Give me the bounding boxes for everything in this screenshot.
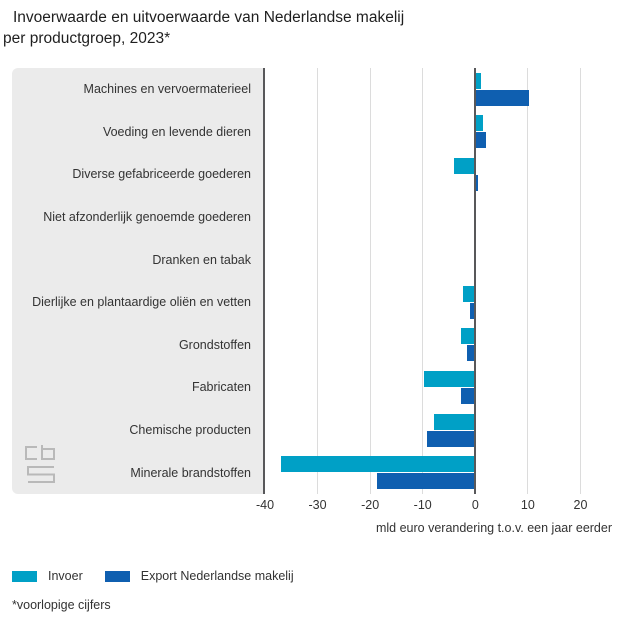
gridline [527, 68, 529, 494]
category-label: Niet afzonderlijk genoemde goederen [43, 209, 251, 224]
legend-label-invoer: Invoer [48, 569, 83, 583]
category-row: Diverse gefabriceerde goederen [12, 153, 612, 196]
category-row: Niet afzonderlijk genoemde goederen [12, 196, 612, 239]
bar-export [475, 89, 529, 106]
category-row: Dranken en tabak [12, 238, 612, 281]
category-row: Voeding en levende dieren [12, 111, 612, 154]
bar-invoer [462, 285, 476, 302]
bar-invoer [454, 157, 476, 174]
category-label: Grondstoffen [178, 337, 251, 352]
bar-export [461, 387, 476, 404]
category-row: Dierlijke en plantaardige oliën en vette… [12, 281, 612, 324]
bar-invoer [475, 115, 483, 132]
category-row: Machines en vervoermaterieel [12, 68, 612, 111]
legend-label-export: Export Nederlandse makelij [140, 569, 294, 583]
chart-figure: Machines en vervoermaterieel Voeding en l… [12, 68, 612, 494]
x-tick-label: -30 [308, 498, 327, 512]
cbs-logo [23, 443, 59, 490]
bar-invoer [424, 370, 476, 387]
x-tick-label: 0 [471, 498, 479, 512]
gridline [579, 68, 581, 494]
category-row: Grondstoffen [12, 324, 612, 367]
category-row: Minerale brandstoffen [12, 451, 612, 494]
x-tick-label: -20 [361, 498, 380, 512]
page-title-line1: Invoerwaarde en uitvoerwaarde van Nederl… [13, 9, 405, 26]
bar-export [470, 302, 476, 319]
category-label: Dranken en tabak [152, 252, 251, 267]
gridline [422, 68, 424, 494]
category-label: Dierlijke en plantaardige oliën en vette… [32, 295, 251, 310]
page-title: Invoerwaarde en uitvoerwaarde van Nederl… [3, 7, 463, 49]
x-tick-label: 10 [520, 498, 535, 512]
bar-invoer [461, 328, 476, 345]
category-bars [265, 451, 612, 494]
x-axis-title: mld euro verandering t.o.v. een jaar eer… [375, 521, 612, 535]
category-row: Chemische producten [12, 409, 612, 452]
legend-swatch-export [104, 570, 130, 582]
bar-export [475, 174, 478, 191]
category-label: Diverse gefabriceerde goederen [72, 167, 251, 182]
category-bars [265, 111, 612, 154]
category-bars [265, 68, 612, 111]
legend-swatch-invoer [12, 570, 37, 582]
bar-rows: Machines en vervoermaterieel Voeding en l… [12, 68, 612, 494]
category-label: Minerale brandstoffen [130, 465, 251, 480]
bar-export [376, 473, 476, 490]
gridline [317, 68, 319, 494]
legend-item-export: Export Nederlandse makelij [104, 569, 294, 583]
gridline [369, 68, 371, 494]
bar-export [475, 132, 487, 149]
category-label: Machines en vervoermaterieel [83, 82, 251, 97]
x-tick-label: 20 [573, 498, 588, 512]
category-bars [265, 366, 612, 409]
category-bars [265, 238, 612, 281]
category-bars [265, 281, 612, 324]
category-label: Voeding en levende dieren [102, 124, 251, 139]
bar-invoer [434, 413, 476, 430]
bar-invoer [475, 72, 481, 89]
bar-export [427, 430, 476, 447]
bar-export [467, 345, 476, 362]
cbs-logo-icon [25, 445, 55, 483]
page-title-line2: per productgroep, 2023* [3, 30, 171, 47]
x-tick-label: -10 [413, 498, 432, 512]
bar-invoer [280, 456, 476, 473]
category-label-panel [12, 68, 263, 494]
category-label: Fabricaten [191, 380, 251, 395]
legend-item-invoer: Invoer [12, 569, 83, 583]
category-row: Fabricaten [12, 366, 612, 409]
footnote: *voorlopige cijfers [12, 598, 111, 612]
category-label: Chemische producten [129, 422, 251, 437]
category-bars [265, 196, 612, 239]
zero-line [474, 68, 477, 494]
x-tick-label: -40 [255, 498, 275, 512]
legend: Invoer Export Nederlandse makelij [12, 569, 294, 583]
category-bars [265, 409, 612, 452]
x-axis-ticks: -40 -30 -20 -10 0 10 20 [256, 498, 612, 514]
category-bars [265, 153, 612, 196]
category-bars [265, 324, 612, 367]
